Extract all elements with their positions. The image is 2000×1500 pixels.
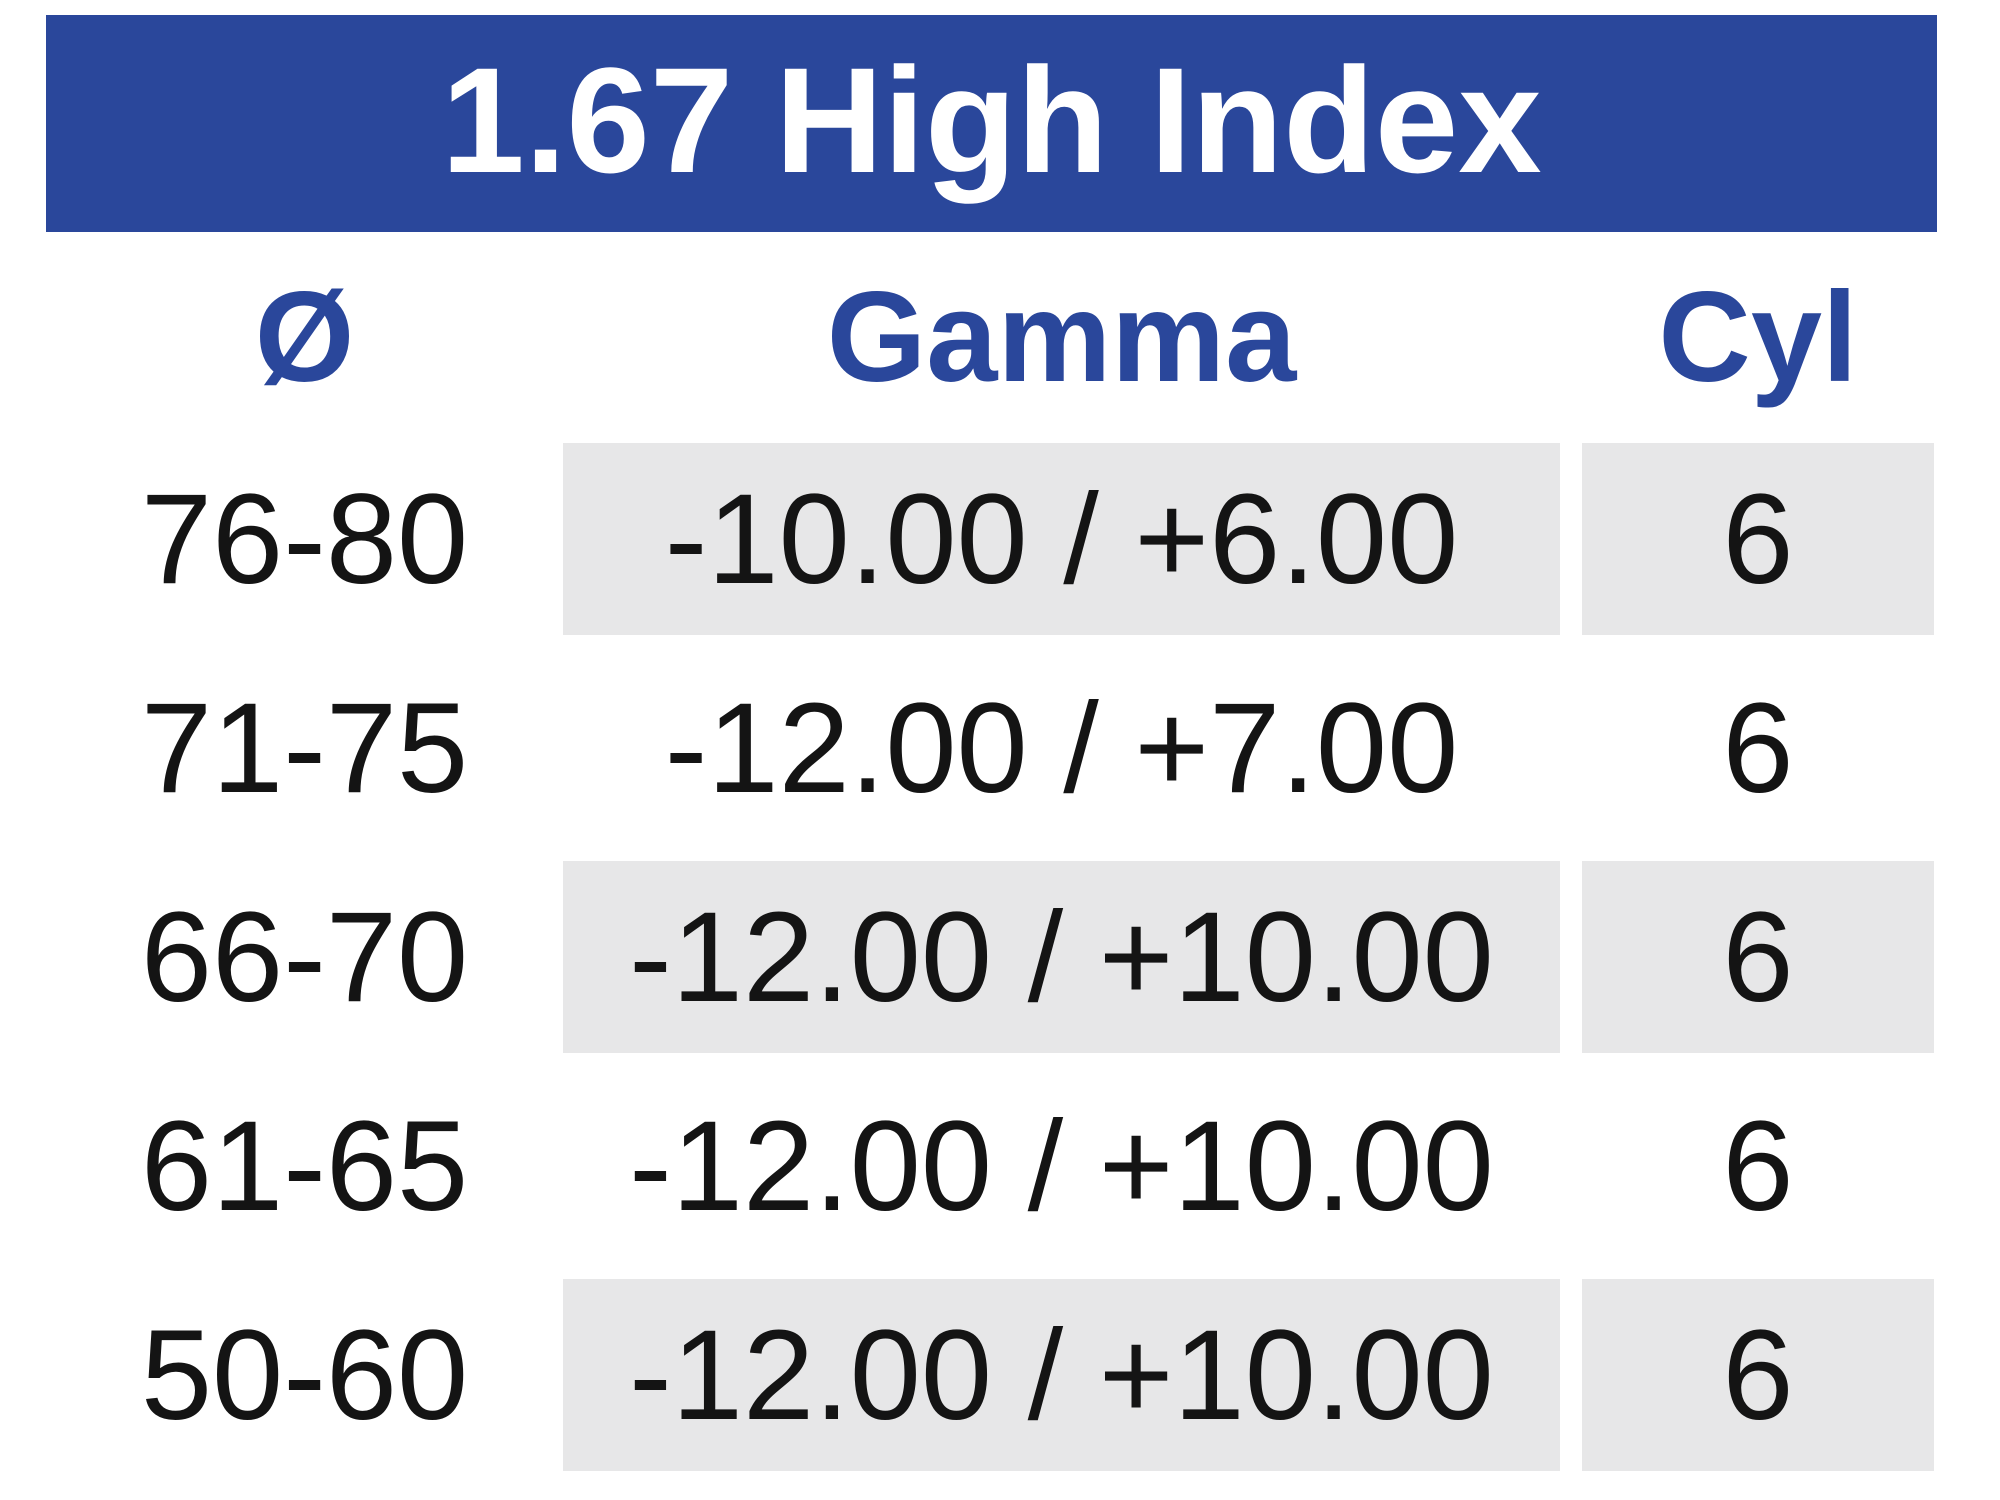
cell-gamma: -10.00 / +6.00 (563, 443, 1560, 635)
cell-gamma: -12.00 / +10.00 (563, 1279, 1560, 1471)
cell-gamma: -12.00 / +10.00 (563, 861, 1560, 1053)
cell-diameter: 76-80 (140, 467, 469, 611)
cell-cyl: 6 (1582, 861, 1934, 1053)
column-gap (1560, 1279, 1582, 1471)
cell-cyl: 6 (1722, 676, 1794, 820)
column-header-gamma: Gamma (826, 266, 1297, 409)
column-header-cyl: Cyl (1658, 266, 1858, 409)
cell-cyl: 6 (1722, 1094, 1794, 1238)
table-title: 1.67 High Index (441, 35, 1542, 204)
column-gap (1560, 1053, 1582, 1279)
cell-cyl: 6 (1582, 1279, 1934, 1471)
column-gap (1560, 232, 1582, 443)
column-header-diameter: Ø (254, 266, 355, 409)
table-title-bar: 1.67 High Index (46, 15, 1937, 232)
cell-diameter: 50-60 (140, 1303, 469, 1447)
column-gap (1560, 861, 1582, 1053)
cell-gamma: -12.00 / +10.00 (629, 1094, 1494, 1238)
cell-diameter: 71-75 (140, 676, 469, 820)
cell-diameter: 66-70 (140, 885, 469, 1029)
lens-availability-table: Ø Gamma Cyl 76-80 -10.00 / +6.00 6 71-75… (46, 232, 1934, 1471)
cell-cyl: 6 (1582, 443, 1934, 635)
column-gap (1560, 443, 1582, 635)
cell-diameter: 61-65 (140, 1094, 469, 1238)
column-gap (1560, 635, 1582, 861)
cell-gamma: -12.00 / +7.00 (664, 676, 1459, 820)
